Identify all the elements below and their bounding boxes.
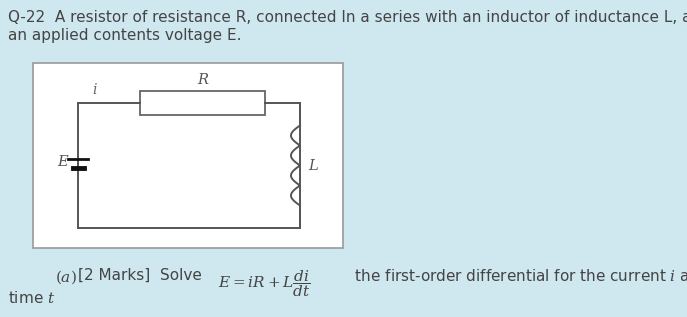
Text: E: E [58,155,68,169]
Bar [33,63,343,248]
Text: an applied contents voltage E.: an applied contents voltage E. [8,28,242,43]
Text: i: i [92,83,96,97]
Text: $E = iR + L\dfrac{di}{dt}$: $E = iR + L\dfrac{di}{dt}$ [218,268,311,299]
Text: time $t$: time $t$ [8,290,56,306]
Bar [140,91,265,115]
Text: Q-22  A resistor of resistance R, connected In a series with an inductor of indu: Q-22 A resistor of resistance R, connect… [8,10,687,25]
Text: $(a)$: $(a)$ [55,268,77,286]
Text: the first-order differential for the current $i$ at: the first-order differential for the cur… [350,268,687,284]
Text: L: L [308,158,318,172]
Text: R: R [197,73,208,87]
Text: [2 Marks]  Solve: [2 Marks] Solve [78,268,202,283]
